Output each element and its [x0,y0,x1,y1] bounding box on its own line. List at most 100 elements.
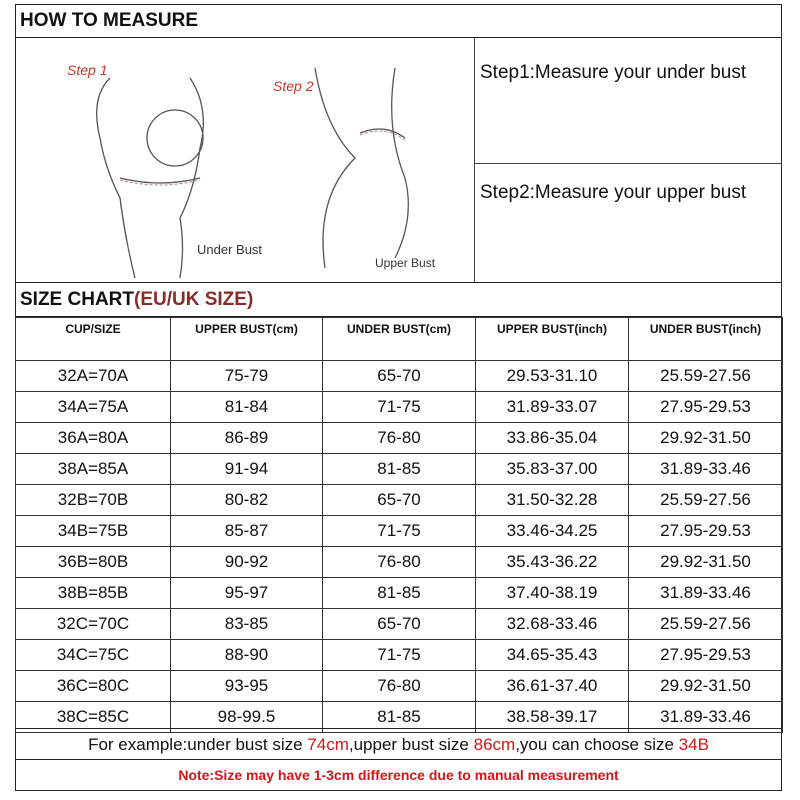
table-cell: 27.95-29.53 [628,639,783,671]
example-part: For example:under bust size [88,735,308,754]
table-cell: 81-85 [322,453,476,485]
table-cell: 27.95-29.53 [628,515,783,547]
table-cell: 85-87 [170,515,323,547]
table-row: 32C=70C 83-85 65-70 32.68-33.46 25.59-27.56 [15,608,783,640]
table-cell: 35.43-36.22 [475,546,629,578]
table-cell: 31.89-33.46 [628,577,783,609]
table-cell: 95-97 [170,577,323,609]
table-cell: 25.59-27.56 [628,360,783,392]
size-chart-region: (EU/UK SIZE) [134,289,254,310]
table-cell: 34B=75B [15,515,171,547]
table-cell: 29.92-31.50 [628,546,783,578]
table-cell: 38C=85C [15,701,171,733]
table-cell: 34A=75A [15,391,171,423]
example-upper-value: 86cm [473,735,516,754]
step1-label: Step 1 [67,62,108,78]
table-cell: 32C=70C [15,608,171,640]
table-cell: 25.59-27.56 [628,484,783,516]
table-cell: 32A=70A [15,360,171,392]
table-cell: 38A=85A [15,453,171,485]
column-header: CUP/SIZE [15,317,171,361]
table-cell: 65-70 [322,608,476,640]
example-text: For example:under bust size 74cm,upper b… [15,728,782,760]
table-cell: 81-85 [322,701,476,733]
table-row: 38A=85A 91-94 81-85 35.83-37.00 31.89-33.46 [15,453,783,485]
table-cell: 35.83-37.00 [475,453,629,485]
step1-instruction: Step1:Measure your under bust [480,62,747,83]
divider [475,163,782,164]
table-cell: 81-84 [170,391,323,423]
table-cell: 29.92-31.50 [628,422,783,454]
table-cell: 31.89-33.46 [628,453,783,485]
table-cell: 33.86-35.04 [475,422,629,454]
table-cell: 76-80 [322,670,476,702]
table-row: 36A=80A 86-89 76-80 33.86-35.04 29.92-31.50 [15,422,783,454]
size-table: CUP/SIZE UPPER BUST(cm) UNDER BUST(cm) UPPE… [15,317,783,733]
table-cell: 90-92 [170,546,323,578]
table-cell: 36C=80C [15,670,171,702]
table-cell: 25.59-27.56 [628,608,783,640]
upper-bust-caption: Upper Bust [375,256,436,270]
table-row: 38B=85B 95-97 81-85 37.40-38.19 31.89-33.46 [15,577,783,609]
table-cell: 29.92-31.50 [628,670,783,702]
table-row: 32A=70A 75-79 65-70 29.53-31.10 25.59-27.56 [15,360,783,392]
table-cell: 34.65-35.43 [475,639,629,671]
step2-label: Step 2 [273,78,314,94]
table-cell: 86-89 [170,422,323,454]
table-cell: 38.58-39.17 [475,701,629,733]
table-cell: 27.95-29.53 [628,391,783,423]
example-part: ,upper bust size [348,735,474,754]
table-cell: 36.61-37.40 [475,670,629,702]
under-bust-caption: Under Bust [197,242,263,257]
column-header: UNDER BUST(inch) [628,317,783,361]
size-chart-title-text: SIZE CHART [20,289,134,310]
example-size-value: 34B [678,735,709,754]
table-cell: 33.46-34.25 [475,515,629,547]
table-cell: 75-79 [170,360,323,392]
size-chart-title: SIZE CHART(EU/UK SIZE) [15,282,782,317]
table-cell: 31.89-33.46 [628,701,783,733]
table-cell: 98-99.5 [170,701,323,733]
table-cell: 32B=70B [15,484,171,516]
table-cell: 76-80 [322,422,476,454]
table-row: 34A=75A 81-84 71-75 31.89-33.07 27.95-29.53 [15,391,783,423]
table-cell: 37.40-38.19 [475,577,629,609]
measure-illustrations: Step 1 Under Bust Step 2 Upper Bust [15,38,475,282]
example-part: ,you can choose size [515,735,679,754]
table-row: 34B=75B 85-87 71-75 33.46-34.25 27.95-29.53 [15,515,783,547]
table-cell: 71-75 [322,515,476,547]
table-cell: 71-75 [322,391,476,423]
table-cell: 81-85 [322,577,476,609]
table-cell: 32.68-33.46 [475,608,629,640]
table-cell: 65-70 [322,360,476,392]
table-cell: 31.50-32.28 [475,484,629,516]
table-row: 34C=75C 88-90 71-75 34.65-35.43 27.95-29.53 [15,639,783,671]
table-header-row: CUP/SIZE UPPER BUST(cm) UNDER BUST(cm) UPPE… [15,317,783,361]
table-cell: 71-75 [322,639,476,671]
table-cell: 29.53-31.10 [475,360,629,392]
table-row: 38C=85C 98-99.5 81-85 38.58-39.17 31.89-33.4… [15,701,783,733]
table-cell: 88-90 [170,639,323,671]
table-cell: 91-94 [170,453,323,485]
step2-instruction: Step2:Measure your upper bust [480,182,747,203]
table-cell: 36B=80B [15,546,171,578]
table-cell: 83-85 [170,608,323,640]
page-title: HOW TO MEASURE [15,4,782,38]
table-cell: 80-82 [170,484,323,516]
table-cell: 76-80 [322,546,476,578]
column-header: UPPER BUST(cm) [170,317,323,361]
measure-figure-icon [96,67,409,279]
table-cell: 34C=75C [15,639,171,671]
table-row: 36C=80C 93-95 76-80 36.61-37.40 29.92-31.50 [15,670,783,702]
table-row: 32B=70B 80-82 65-70 31.50-32.28 25.59-27.56 [15,484,783,516]
example-under-value: 74cm [307,735,349,754]
table-cell: 65-70 [322,484,476,516]
table-cell: 93-95 [170,670,323,702]
column-header: UPPER BUST(inch) [475,317,629,361]
column-header: UNDER BUST(cm) [322,317,476,361]
table-cell: 31.89-33.07 [475,391,629,423]
table-cell: 36A=80A [15,422,171,454]
note-text: Note:Size may have 1-3cm difference due … [178,767,619,783]
table-cell: 38B=85B [15,577,171,609]
table-row: 36B=80B 90-92 76-80 35.43-36.22 29.92-31.50 [15,546,783,578]
